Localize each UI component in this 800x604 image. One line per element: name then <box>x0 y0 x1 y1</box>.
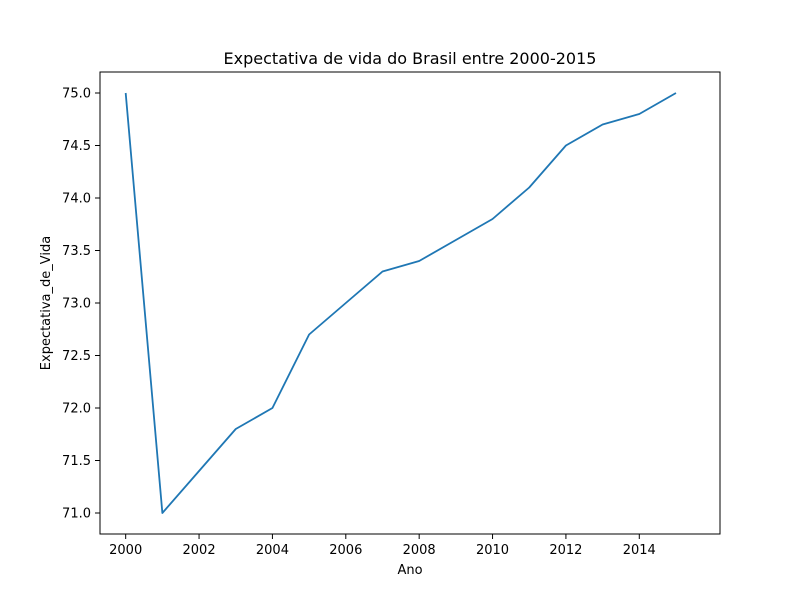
y-tick-label: 74.5 <box>62 139 91 154</box>
series-line <box>124 92 677 514</box>
y-tick-label: 73.0 <box>62 297 91 312</box>
x-axis-label: Ano <box>397 563 422 578</box>
x-tick-label: 2006 <box>329 543 362 558</box>
x-tick-label: 2008 <box>403 543 436 558</box>
y-tick-label: 73.5 <box>62 244 91 259</box>
x-tick-label: 2002 <box>183 543 216 558</box>
x-tick-label: 2012 <box>549 543 582 558</box>
y-tick-label: 71.5 <box>62 454 91 469</box>
y-tick-label: 71.0 <box>62 507 91 522</box>
y-tick-label: 72.5 <box>62 349 91 364</box>
y-tick-label: 75.0 <box>62 87 91 102</box>
x-tick-label: 2000 <box>109 543 142 558</box>
chart-title: Expectativa de vida do Brasil entre 2000… <box>224 49 597 68</box>
y-tick-label: 72.0 <box>62 402 91 417</box>
x-tick-label: 2014 <box>623 543 656 558</box>
ticks-layer: 2000 2002 2004 2006 2008 2010 2012 2014 71.0 71.5… <box>62 87 656 559</box>
plot-frame <box>99 71 721 535</box>
y-axis-label: Expectativa_de_Vida <box>39 236 54 370</box>
x-tick-label: 2010 <box>476 543 509 558</box>
x-tick-label: 2004 <box>256 543 289 558</box>
plot-layer <box>124 92 677 514</box>
y-tick-label: 74.0 <box>62 192 91 207</box>
